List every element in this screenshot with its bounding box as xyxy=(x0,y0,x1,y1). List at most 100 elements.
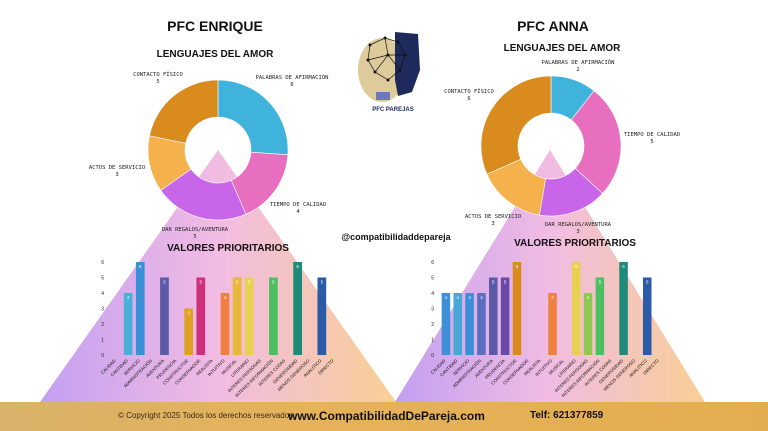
slice-value: 3 xyxy=(115,172,118,178)
slice-label: TIEMPO DE CALIDAD xyxy=(624,132,680,138)
love-languages-donut-anna xyxy=(480,75,622,217)
slice-value: 6 xyxy=(467,96,470,102)
donut-slice xyxy=(149,79,219,144)
bar xyxy=(642,277,652,355)
y-tick-label: 2 xyxy=(431,322,434,328)
bar-value-label: 5 xyxy=(599,280,602,285)
bar-value-label: 4 xyxy=(480,295,483,300)
brand-logo: PFC PAREJAS xyxy=(358,32,420,113)
bar xyxy=(135,262,145,355)
slice-label: ACTOS DE SERVICIO xyxy=(89,165,145,171)
bar-value-label: 4 xyxy=(551,295,554,300)
slice-label: PALABRAS DE AFIRMACIÓN xyxy=(542,59,615,66)
y-tick-label: 1 xyxy=(431,338,434,344)
left-donut-labels: CONTACTO FÍSICO 5 PALABRAS DE AFIRMACIÓN… xyxy=(89,70,329,240)
bar-value-label: 5 xyxy=(248,280,251,285)
footer-bar: © Copyright 2025 Todos los derechos rese… xyxy=(0,402,768,431)
slice-value: 3 xyxy=(576,229,579,235)
phone-number: Telf: 621377859 xyxy=(530,410,604,421)
bar-value-label: 4 xyxy=(457,295,460,300)
slice-label: CONTACTO FÍSICO xyxy=(133,70,183,78)
bar xyxy=(441,293,451,355)
bar-value-label: 5 xyxy=(646,280,649,285)
love-languages-donut-enrique xyxy=(147,79,289,221)
bar-value-label: 4 xyxy=(127,295,130,300)
bar-value-label: 5 xyxy=(492,280,495,285)
slice-label: TIEMPO DE CALIDAD xyxy=(270,202,326,208)
right-subtitle: LENGUAJES DEL AMOR xyxy=(504,43,621,54)
bar-value-label: 6 xyxy=(516,264,519,269)
slice-value: 3 xyxy=(491,221,494,227)
bar-value-label: 3 xyxy=(187,311,190,316)
bar xyxy=(465,293,474,355)
right-bar-title: VALORES PRIORITARIOS xyxy=(514,238,636,249)
bar-value-label: 5 xyxy=(236,280,239,285)
donut-slice xyxy=(217,79,289,156)
bar xyxy=(220,293,230,355)
bar-value-label: 5 xyxy=(163,280,166,285)
y-tick-label: 3 xyxy=(101,307,104,313)
bar-value-label: 6 xyxy=(296,264,299,269)
slice-label: CONTACTO FÍSICO xyxy=(444,87,494,95)
bar xyxy=(269,277,278,355)
bar xyxy=(244,277,254,355)
logo-text: PFC PAREJAS xyxy=(372,107,414,113)
bar-value-label: 4 xyxy=(445,295,448,300)
y-tick-label: 2 xyxy=(101,322,104,328)
bar xyxy=(571,262,581,355)
bar xyxy=(232,277,242,355)
y-tick-label: 4 xyxy=(101,291,104,297)
slice-label: ACTOS DE SERVICIO xyxy=(465,214,521,220)
bar xyxy=(317,277,327,355)
bar-value-label: 4 xyxy=(468,295,471,300)
right-donut-labels: PALABRAS DE AFIRMACIÓN 2 CONTACTO FÍSICO… xyxy=(444,59,680,235)
bar-value-label: 5 xyxy=(200,280,203,285)
bar-value-label: 6 xyxy=(139,264,142,269)
bar-value-label: 4 xyxy=(587,295,590,300)
slice-value: 5 xyxy=(156,79,159,85)
bar xyxy=(619,262,628,355)
social-handle: @compatibilidaddepareja xyxy=(341,232,451,242)
slice-label: DAR REGALOS/AVENTURA xyxy=(545,222,612,228)
donut-slice xyxy=(480,75,552,175)
donut-slice xyxy=(570,90,622,194)
bar xyxy=(583,293,593,355)
slice-value: 2 xyxy=(576,67,579,73)
y-tick-label: 0 xyxy=(101,353,104,359)
bar-value-label: 5 xyxy=(321,280,324,285)
bar xyxy=(500,277,510,355)
y-tick-label: 4 xyxy=(431,291,434,297)
bar xyxy=(477,293,486,355)
slice-value: 5 xyxy=(650,139,653,145)
slice-label: PALABRAS DE AFIRMACIÓN xyxy=(256,74,329,81)
bar xyxy=(453,293,463,355)
y-tick-label: 1 xyxy=(101,338,104,344)
slice-label: DAR REGALOS/AVENTURA xyxy=(162,227,229,233)
bar-value-label: 6 xyxy=(575,264,578,269)
copyright-text: © Copyright 2025 Todos los derechos rese… xyxy=(118,411,296,420)
bar xyxy=(512,262,522,355)
bar-value-label: 5 xyxy=(504,280,507,285)
bar-value-label: 4 xyxy=(224,295,227,300)
website-link[interactable]: www.CompatibilidadDePareja.com xyxy=(288,409,485,423)
slice-value: 6 xyxy=(290,82,293,88)
left-title: PFC ENRIQUE xyxy=(167,18,263,34)
y-tick-label: 3 xyxy=(431,307,434,313)
bar xyxy=(123,293,133,355)
bar xyxy=(293,262,302,355)
bar xyxy=(489,277,498,355)
y-tick-label: 0 xyxy=(431,353,434,359)
bar xyxy=(184,308,194,355)
bar xyxy=(548,293,557,355)
slice-value: 5 xyxy=(193,234,196,240)
bar xyxy=(196,277,206,355)
bar-value-label: 5 xyxy=(272,280,275,285)
y-tick-label: 5 xyxy=(431,276,434,282)
slice-value: 4 xyxy=(296,209,300,215)
y-tick-label: 6 xyxy=(431,260,434,266)
left-subtitle: LENGUAJES DEL AMOR xyxy=(157,49,274,60)
bar xyxy=(595,277,605,355)
bar-value-label: 6 xyxy=(622,264,625,269)
y-tick-label: 5 xyxy=(101,276,104,282)
